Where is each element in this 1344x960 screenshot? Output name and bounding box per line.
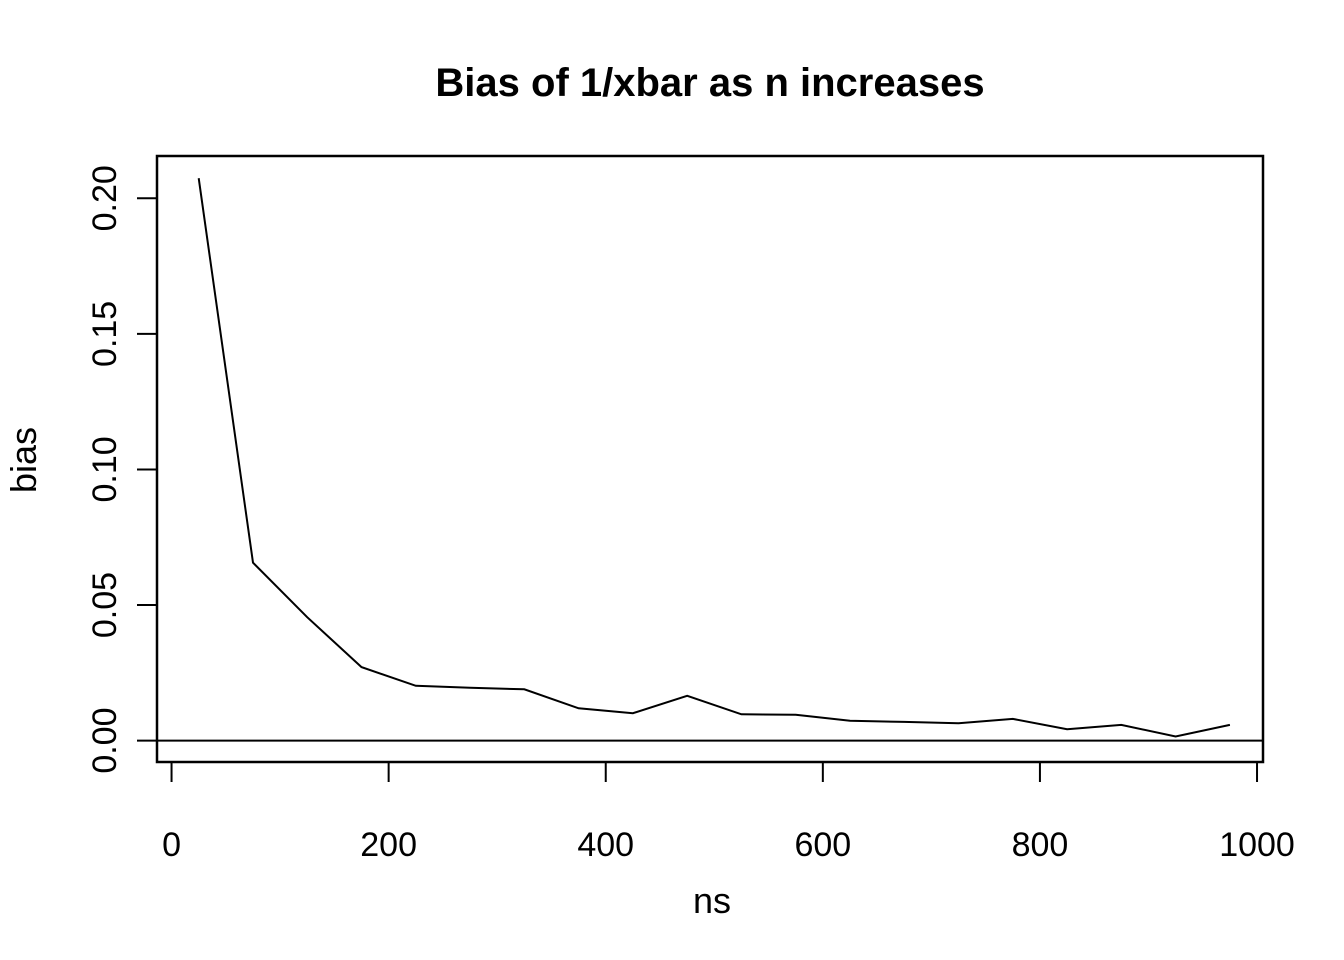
y-tick-label: 0.20 bbox=[86, 165, 124, 231]
y-tick-label: 0.15 bbox=[86, 301, 124, 367]
x-tick-label: 800 bbox=[1012, 826, 1069, 864]
x-tick-label: 400 bbox=[577, 826, 634, 864]
x-tick-label: 600 bbox=[794, 826, 851, 864]
bias-line bbox=[197, 178, 1231, 738]
y-axis: 0.00 0.05 0.10 0.15 0.20 bbox=[86, 165, 157, 774]
plot-box bbox=[155, 154, 1265, 764]
y-axis-label: bias bbox=[3, 427, 44, 493]
x-tick-label: 0 bbox=[162, 826, 181, 864]
chart-title: Bias of 1/xbar as n increases bbox=[435, 61, 984, 105]
x-tick-label: 200 bbox=[360, 826, 417, 864]
plot-border bbox=[155, 154, 1265, 764]
x-tick-label: 1000 bbox=[1219, 826, 1295, 864]
y-tick-label: 0.00 bbox=[86, 707, 124, 773]
y-tick-label: 0.05 bbox=[86, 572, 124, 638]
y-tick-label: 0.10 bbox=[86, 436, 124, 502]
bias-line-series-layer bbox=[197, 178, 1231, 738]
x-axis: 0 200 400 600 800 1000 bbox=[162, 762, 1295, 864]
x-axis-label: ns bbox=[693, 880, 731, 921]
